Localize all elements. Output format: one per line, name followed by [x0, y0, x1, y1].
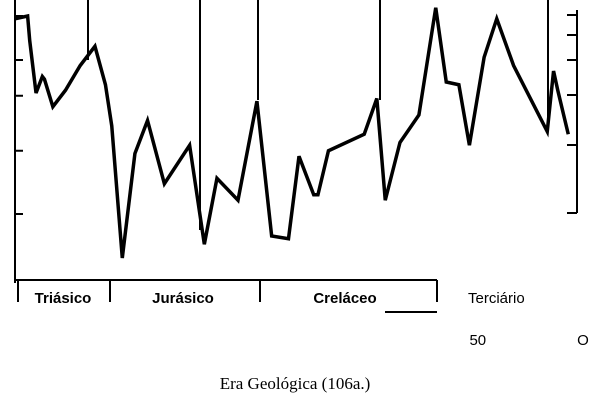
x-tick-label: O — [577, 332, 589, 349]
era-label: Creláceo — [313, 290, 376, 307]
era-label: Terciário — [468, 290, 525, 307]
data-line — [14, 7, 570, 259]
frame — [14, 0, 578, 313]
chart-title: Era Geológica (106a.) — [220, 374, 371, 393]
x-tick-label: 50 — [469, 332, 486, 349]
era-label: Jurásico — [152, 290, 214, 307]
era-label: Triásico — [35, 290, 92, 307]
